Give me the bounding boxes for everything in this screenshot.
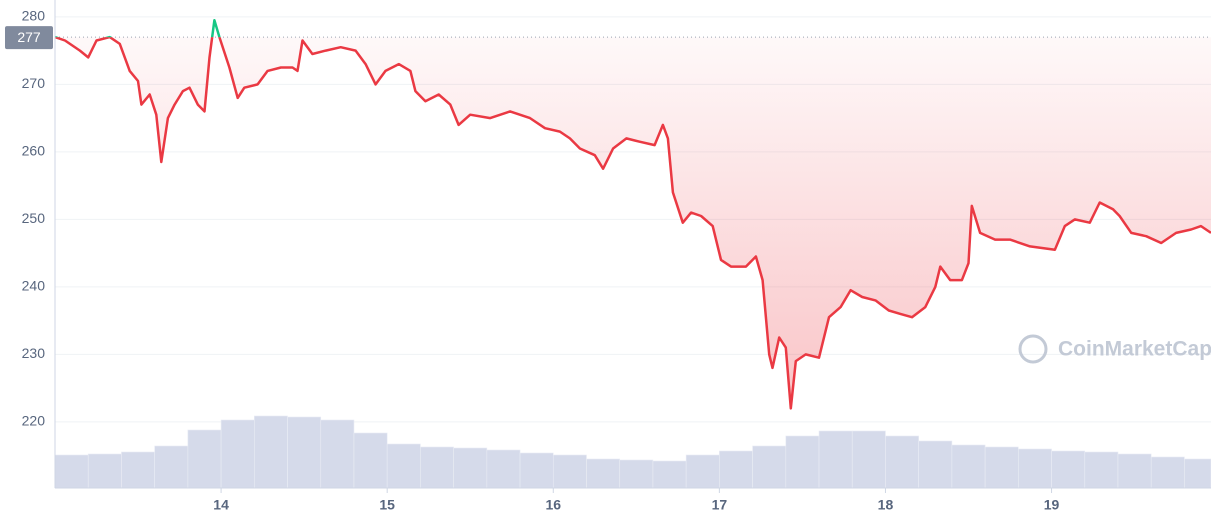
volume-bar xyxy=(586,458,621,489)
volume-bar xyxy=(54,454,89,489)
volume-bar xyxy=(851,430,886,489)
x-tick-label: 18 xyxy=(878,497,894,513)
y-tick-label: 270 xyxy=(22,75,46,91)
volume-bar xyxy=(951,444,986,489)
volume-bar xyxy=(386,443,421,489)
volume-bar xyxy=(1117,453,1152,489)
volume-bar xyxy=(1084,451,1119,489)
volume-bar xyxy=(1018,448,1052,489)
volume-bar xyxy=(519,452,554,489)
volume-bar xyxy=(254,415,288,489)
volume-bar xyxy=(652,460,687,489)
watermark-group: CoinMarketCap xyxy=(1018,334,1211,364)
volume-bar xyxy=(121,451,155,489)
x-tick-label: 14 xyxy=(213,497,229,513)
volume-bar xyxy=(353,432,388,489)
volume-bar xyxy=(1150,456,1185,489)
price-line xyxy=(54,37,1211,410)
y-tick-label: 240 xyxy=(22,278,46,294)
volume-bar xyxy=(187,429,222,489)
y-tick-label: 230 xyxy=(22,345,46,361)
volume-bar xyxy=(918,440,953,489)
volume-bar xyxy=(1184,458,1211,489)
watermark-text: CoinMarketCap xyxy=(1058,338,1211,361)
volume-bar xyxy=(719,450,753,489)
volume-bar xyxy=(552,454,587,489)
y-tick-label: 250 xyxy=(22,210,46,226)
x-tick-label: 16 xyxy=(545,497,561,513)
volume-bar xyxy=(420,446,454,489)
price-area xyxy=(55,37,1211,409)
watermark-logo xyxy=(1018,334,1048,364)
y-tick-label: 280 xyxy=(22,8,46,24)
volume-bar xyxy=(1051,450,1086,489)
volume-bar xyxy=(818,430,853,489)
volume-bar xyxy=(685,454,720,489)
volume-bar xyxy=(220,419,255,489)
x-tick-label: 17 xyxy=(712,497,728,513)
volume-bar xyxy=(154,445,189,489)
x-tick-label: 15 xyxy=(379,497,395,513)
volume-bar xyxy=(619,459,654,489)
volume-bar xyxy=(885,435,919,489)
volume-bar xyxy=(984,446,1019,489)
volume-bar xyxy=(320,419,355,489)
volume-bar xyxy=(287,416,322,489)
y-tick-label: 220 xyxy=(22,413,46,429)
x-tick-label: 19 xyxy=(1044,497,1060,513)
volume-bar xyxy=(486,449,521,489)
volume-bar xyxy=(752,445,787,489)
volume-bar xyxy=(87,453,122,489)
volume-bar xyxy=(453,447,488,489)
reference-label-box xyxy=(5,26,53,50)
volume-bar xyxy=(785,435,820,489)
y-tick-label: 260 xyxy=(22,143,46,159)
reference-label: 277 xyxy=(17,29,41,45)
